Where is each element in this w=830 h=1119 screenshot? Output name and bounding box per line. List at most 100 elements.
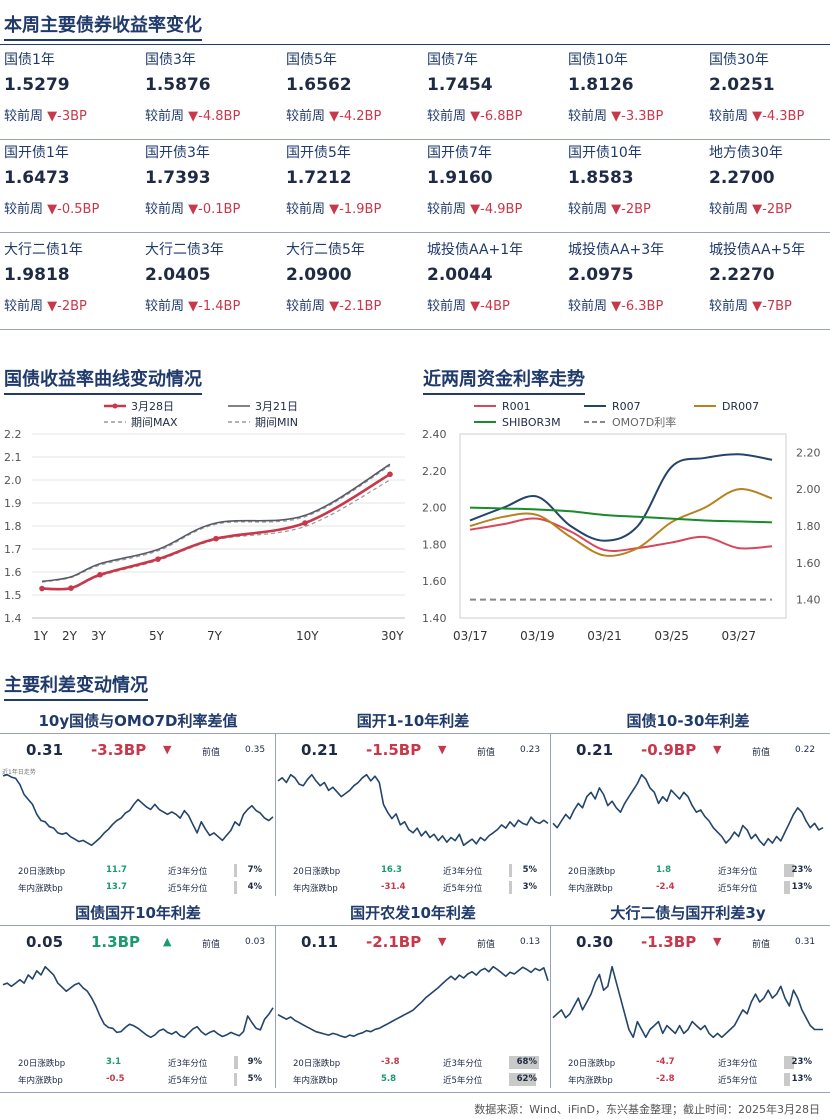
prev-label: 前值	[202, 940, 221, 950]
y-tick-label: 1.9	[4, 497, 22, 510]
q5-percentile-bar	[234, 881, 237, 894]
bond-cell: 国债30年 2.0251 较前周 ▼-4.3BP	[705, 47, 830, 139]
x-tick-label: 03/19	[520, 629, 555, 643]
series-line-3月21日	[41, 463, 391, 583]
ytd-value: -2.8	[656, 1074, 675, 1084]
legend-label: 3月21日	[255, 400, 298, 413]
bond-weekly-change: 较前周 ▼-1.9BP	[286, 198, 381, 217]
spread-current-value: 0.21	[301, 741, 339, 759]
change-value: ▼-0.1BP	[188, 202, 241, 217]
bond-cell: 国债3年 1.5876 较前周 ▼-4.8BP	[141, 47, 281, 139]
legend-label: 期间MIN	[255, 416, 298, 429]
ytd-label: 年内涨跌bp	[568, 884, 613, 894]
panel-divider	[550, 733, 551, 896]
bond-yield-value: 1.7212	[286, 168, 352, 188]
bond-row: 大行二债1年 1.9818 较前周 ▼-2BP 大行二债3年 2.0405 较前周 ▼-1…	[0, 237, 830, 330]
bond-weekly-change: 较前周 ▼-4BP	[427, 295, 510, 314]
bond-yield-value: 1.5876	[145, 75, 211, 95]
q5-label: 近5年分位	[168, 1076, 208, 1086]
spread-sparkline	[552, 773, 824, 847]
spread-change-bp: -2.1BP	[366, 933, 422, 951]
bond-name: 国债3年	[145, 52, 196, 68]
change-value: ▼-6.3BP	[611, 299, 664, 314]
bond-yield-value: 1.7454	[427, 75, 493, 95]
bond-cell: 大行二债5年 2.0900 较前周 ▼-2.1BP	[282, 237, 422, 329]
spread-panel: 0.31 -3.3BP ▼ 前值 0.35 近1年日走势 20日涨跌bp 年内涨跌bp 11.7…	[2, 737, 274, 900]
change-value: ▼-0.5BP	[47, 202, 100, 217]
data-point	[39, 585, 45, 592]
series-line-R007	[469, 453, 773, 542]
legend-label: R001	[502, 400, 531, 413]
bond-name: 国开债7年	[427, 145, 492, 161]
change-value: ▼-4BP	[470, 299, 510, 314]
legend-marker	[112, 403, 118, 409]
y-tick-label-left: 1.60	[422, 575, 447, 588]
bond-name: 地方债30年	[709, 145, 783, 161]
q5-percentile-bar	[509, 1073, 536, 1086]
q3-percentile-value: 23%	[791, 865, 812, 875]
bond-weekly-change: 较前周 ▼-4.3BP	[709, 105, 804, 124]
prev-value: 0.35	[245, 745, 266, 755]
spread-chart-title: 10y国债与OMO7D利率差值	[38, 712, 238, 730]
spread-current-value: 0.21	[576, 741, 614, 759]
bond-cell: 国开债10年 1.8583 较前周 ▼-2BP	[564, 140, 704, 232]
x-tick-label: 5Y	[149, 629, 165, 643]
legend-label: R007	[612, 400, 641, 413]
d20-value: 1.8	[656, 865, 672, 875]
spread-change-bp: -3.3BP	[91, 741, 147, 759]
q5-label: 近5年分位	[718, 884, 758, 894]
spread-current-value: 0.30	[576, 933, 614, 951]
spread-change-bp: -0.9BP	[641, 741, 697, 759]
spread-panel: 0.21 -0.9BP ▼ 前值 0.22 20日涨跌bp 年内涨跌bp 1.8 -2.4 近3年…	[552, 737, 824, 900]
change-value: ▼-7BP	[752, 299, 792, 314]
bond-cell: 国债7年 1.7454 较前周 ▼-6.8BP	[423, 47, 563, 139]
change-prefix: 较前周	[145, 109, 185, 124]
bond-row: 国债1年 1.5279 较前周 ▼-3BP 国债3年 1.5876 较前周 ▼-4.8BP…	[0, 47, 830, 140]
spread-series-line	[2, 965, 274, 1039]
bond-cell: 国开债7年 1.9160 较前周 ▼-4.9BP	[423, 140, 563, 232]
q5-label: 近5年分位	[718, 1076, 758, 1086]
spread-sparkline	[552, 965, 823, 1039]
change-prefix: 较前周	[286, 202, 326, 217]
y-tick-label-right: 1.80	[796, 520, 821, 533]
legend-label: 3月28日	[131, 400, 174, 413]
change-prefix: 较前周	[568, 202, 608, 217]
section-title-spreads: 主要利差变动情况	[4, 674, 148, 701]
panel-divider	[275, 733, 276, 896]
prev-value: 0.23	[520, 745, 541, 755]
q5-percentile-bar	[784, 1073, 790, 1086]
x-tick-label: 03/27	[721, 629, 756, 643]
ytd-label: 年内涨跌bp	[18, 1076, 63, 1086]
spread-series-line	[2, 773, 274, 847]
change-prefix: 较前周	[286, 109, 326, 124]
bond-weekly-change: 较前周 ▼-4.2BP	[286, 105, 381, 124]
legend-label: 期间MAX	[131, 416, 178, 429]
bond-yield-value: 1.9160	[427, 168, 493, 188]
x-tick-label: 10Y	[296, 629, 319, 643]
spread-series-line	[277, 965, 549, 1039]
y-tick-label: 1.6	[4, 566, 22, 579]
bond-yield-value: 2.0251	[709, 75, 775, 95]
q3-label: 近3年分位	[168, 867, 208, 877]
change-value: ▼-2BP	[47, 299, 87, 314]
prev-label: 前值	[477, 748, 496, 758]
yield-curve-chart: 1.4 1.5 1.6 1.7 1.8 1.9 2.0 2.1 2.2 1Y 2Y 3Y 5Y 7Y 10Y…	[4, 400, 405, 643]
bond-name: 国债1年	[4, 52, 55, 68]
change-value: ▼-3BP	[47, 109, 87, 124]
x-tick-label: 03/17	[453, 629, 488, 643]
q3-percentile-bar	[784, 1056, 794, 1069]
x-tick-label: 30Y	[381, 629, 404, 643]
q5-label: 近5年分位	[443, 884, 483, 894]
bond-cell: 地方债30年 2.2700 较前周 ▼-2BP	[705, 140, 830, 232]
prev-value: 0.31	[795, 937, 816, 947]
prev-label: 前值	[202, 748, 221, 758]
bond-yield-value: 2.0900	[286, 265, 352, 285]
y-tick-label-right: 2.00	[796, 483, 821, 496]
y-tick-label: 1.5	[4, 589, 22, 602]
bond-name: 国开债3年	[145, 145, 210, 161]
bond-weekly-change: 较前周 ▼-4.8BP	[145, 105, 240, 124]
legend-label: SHIBOR3M	[502, 416, 561, 429]
bond-yield-value: 1.5279	[4, 75, 70, 95]
ytd-label: 年内涨跌bp	[18, 884, 63, 894]
q5-label: 近5年分位	[168, 884, 208, 894]
